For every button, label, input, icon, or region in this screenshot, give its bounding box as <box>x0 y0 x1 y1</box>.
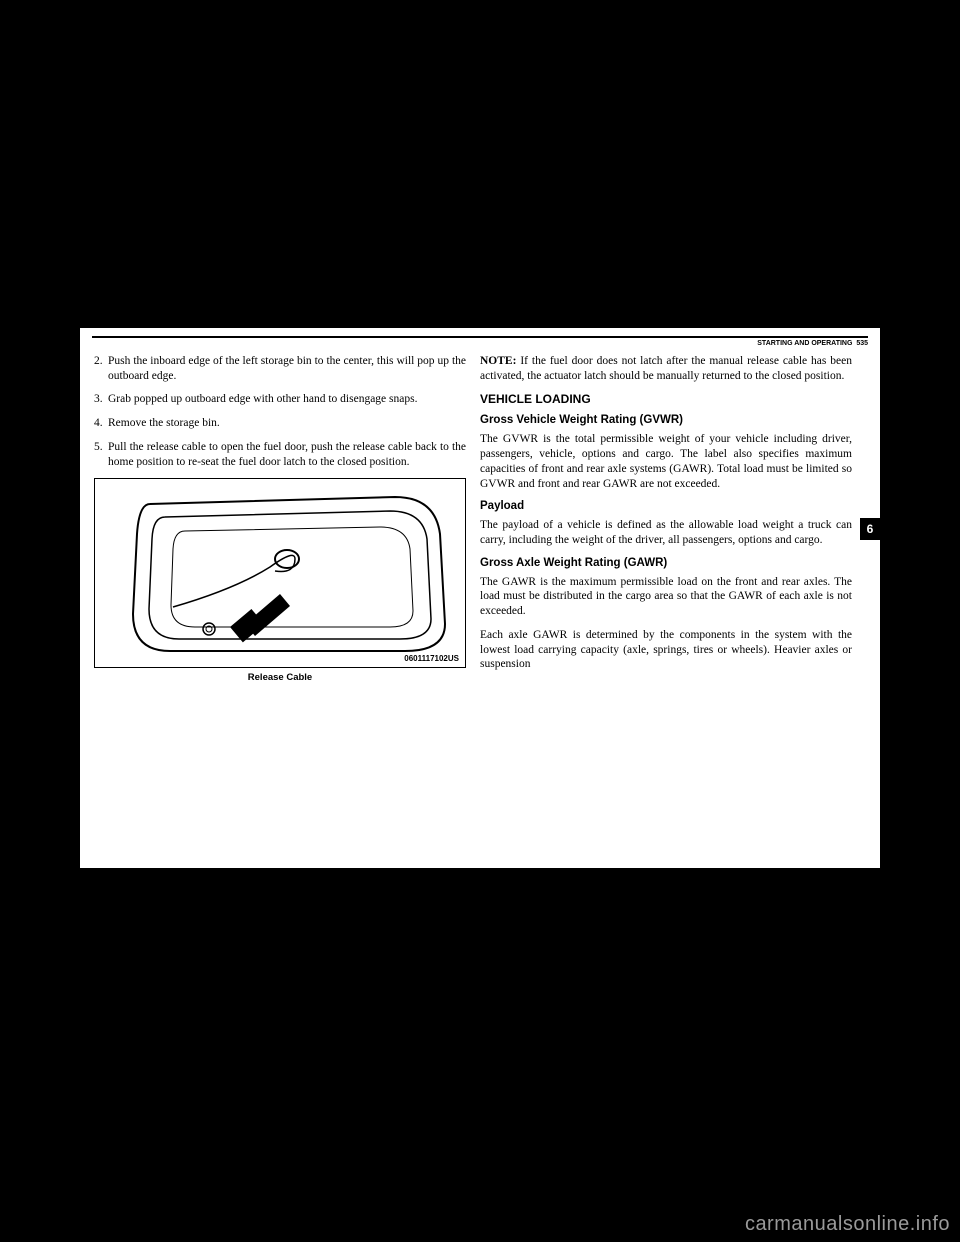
note-paragraph: NOTE: If the fuel door does not latch af… <box>480 354 852 383</box>
body-paragraph: The GVWR is the total permissible weight… <box>480 432 852 491</box>
body-paragraph: The payload of a vehicle is defined as t… <box>480 518 852 547</box>
step-text: Grab popped up outboard edge with other … <box>108 393 417 405</box>
procedure-steps: 2. Push the inboard edge of the left stor… <box>94 354 466 469</box>
chapter-tab: 6 <box>860 518 880 540</box>
step-item: 5. Pull the release cable to open the fue… <box>94 440 466 469</box>
note-text: If the fuel door does not latch after th… <box>480 355 852 382</box>
step-item: 4. Remove the storage bin. <box>94 416 466 431</box>
step-number: 4. <box>94 416 103 431</box>
watermark: carmanualsonline.info <box>745 1213 950 1236</box>
step-number: 2. <box>94 354 103 369</box>
figure-illustration: 0601117102US <box>94 478 466 668</box>
step-text: Push the inboard edge of the left storag… <box>108 355 466 382</box>
header-rule <box>92 336 868 338</box>
body-paragraph: Each axle GAWR is determined by the comp… <box>480 628 852 672</box>
body-paragraph: The GAWR is the maximum permissible load… <box>480 575 852 619</box>
step-text: Pull the release cable to open the fuel … <box>108 441 466 468</box>
release-cable-diagram <box>95 479 467 669</box>
page-number: 535 <box>856 340 868 347</box>
figure-caption: Release Cable <box>94 672 466 683</box>
left-column: 2. Push the inboard edge of the left stor… <box>94 354 466 683</box>
figure: 0601117102US Release Cable <box>94 478 466 683</box>
subheading: Gross Vehicle Weight Rating (GVWR) <box>480 414 852 426</box>
step-number: 3. <box>94 392 103 407</box>
step-item: 2. Push the inboard edge of the left stor… <box>94 354 466 383</box>
page-header: STARTING AND OPERATING 535 <box>757 340 868 347</box>
subheading: Payload <box>480 500 852 512</box>
subheading: Gross Axle Weight Rating (GAWR) <box>480 557 852 569</box>
figure-id: 0601117102US <box>404 654 459 663</box>
manual-page: STARTING AND OPERATING 535 6 2. Push the … <box>80 328 880 868</box>
step-item: 3. Grab popped up outboard edge with othe… <box>94 392 466 407</box>
section-name: STARTING AND OPERATING <box>757 340 852 347</box>
heading-vehicle-loading: VEHICLE LOADING <box>480 392 852 406</box>
step-text: Remove the storage bin. <box>108 417 220 429</box>
step-number: 5. <box>94 440 103 455</box>
right-column: NOTE: If the fuel door does not latch af… <box>480 354 852 681</box>
note-label: NOTE: <box>480 355 516 367</box>
